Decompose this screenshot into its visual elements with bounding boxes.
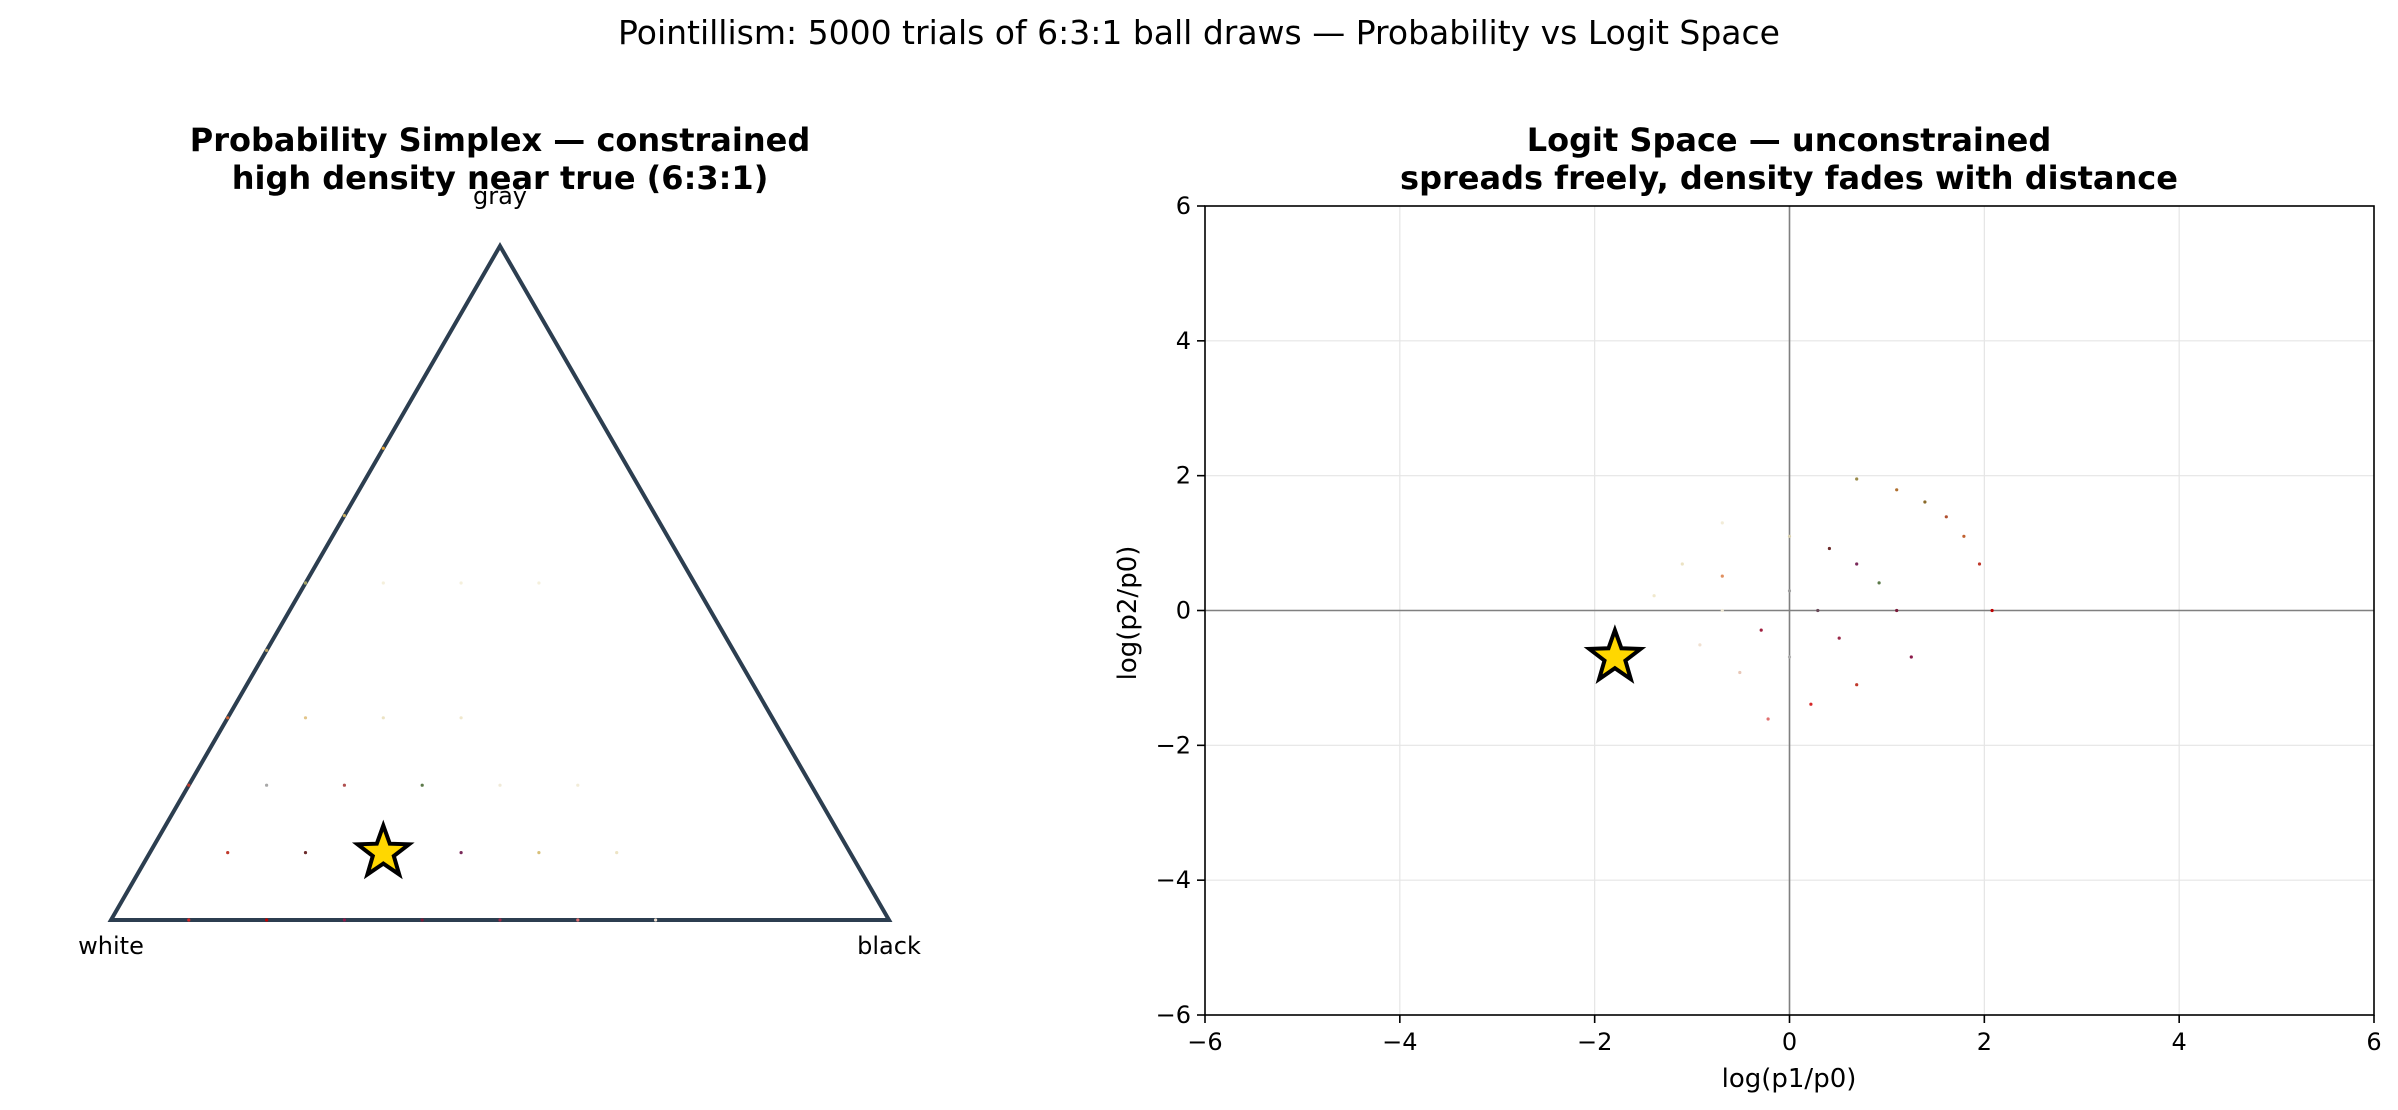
- logit-point-6: [1990, 608, 1994, 613]
- simplex-point-16: [537, 851, 541, 855]
- logit-point-2: [1923, 500, 1927, 504]
- figure-suptitle: Pointillism: 5000 trials of 6:3:1 ball d…: [618, 13, 1780, 52]
- probability-simplex-panel: Probability Simplex — constrained gray h…: [78, 121, 921, 960]
- logit-point-11: [1895, 608, 1899, 613]
- simplex-point-11: [576, 783, 580, 787]
- simplex-point-8: [342, 783, 346, 787]
- logit-xtick-label-2: −2: [1577, 1028, 1612, 1056]
- simplex-point-24: [654, 918, 658, 922]
- logit-title-line-1: Logit Space — unconstrained: [1527, 121, 2052, 159]
- simplex-title-line-1: Probability Simplex — constrained: [190, 121, 811, 159]
- logit-x-axis-label: log(p1/p0): [1722, 1064, 1857, 1094]
- logit-point-4: [1962, 534, 1966, 538]
- simplex-point-19: [265, 918, 269, 922]
- logit-point-16: [1837, 636, 1841, 640]
- simplex-true-point-star: [351, 819, 415, 880]
- logit-point-8: [1827, 546, 1831, 551]
- logit-point-17: [1855, 683, 1859, 687]
- simplex-point-7: [265, 783, 269, 787]
- logit-point-21: [1766, 717, 1770, 721]
- logit-point-14: [1787, 589, 1792, 593]
- logit-y-axis-label: log(p2/p0): [1113, 546, 1143, 681]
- simplex-point-6: [459, 716, 463, 720]
- simplex-vertex-label-gray: gray: [473, 182, 527, 210]
- logit-space-panel: Logit Space — unconstrained spreads free…: [1113, 121, 2382, 1094]
- simplex-point-2: [459, 581, 463, 585]
- simplex-point-10: [498, 783, 502, 787]
- logit-point-24: [1652, 594, 1656, 598]
- simplex-point-9: [420, 783, 424, 787]
- logit-point-27: [1720, 608, 1724, 613]
- simplex-point-23: [576, 918, 580, 922]
- logit-point-12: [1909, 655, 1913, 659]
- simplex-point-21: [420, 918, 424, 922]
- logit-ytick-label-6: 6: [1176, 192, 1191, 220]
- logit-ticks: −6 −4 −2 0 2 4 6 −6 −4 −2 0 2 4 6: [1156, 192, 2382, 1056]
- simplex-point-22: [498, 918, 502, 922]
- logit-point-9: [1855, 562, 1859, 566]
- simplex-point-29: [342, 514, 346, 518]
- logit-point-10: [1877, 581, 1881, 585]
- simplex-point-27: [265, 648, 269, 653]
- simplex-point-18: [187, 918, 191, 922]
- simplex-point-5: [381, 716, 385, 720]
- logit-true-point-star: [1583, 624, 1647, 684]
- logit-ytick-label-0: −6: [1156, 1001, 1191, 1029]
- logit-xtick-label-5: 4: [2172, 1028, 2187, 1056]
- simplex-point-13: [303, 851, 308, 855]
- logit-point-13: [1720, 574, 1724, 578]
- logit-xtick-label-0: −6: [1187, 1028, 1222, 1056]
- simplex-vertex-label-black: black: [857, 932, 921, 960]
- logit-point-5: [1977, 562, 1982, 566]
- logit-xtick-label-3: 0: [1782, 1028, 1797, 1056]
- logit-ytick-label-2: −2: [1156, 731, 1191, 759]
- logit-zero-lines: [1205, 206, 2374, 1015]
- logit-ytick-label-1: −4: [1156, 866, 1191, 894]
- logit-point-19: [1787, 655, 1792, 659]
- simplex-point-26: [226, 716, 230, 720]
- logit-xtick-label-4: 2: [1977, 1028, 1992, 1056]
- simplex-point-4: [303, 716, 308, 720]
- simplex-point-25: [187, 783, 191, 787]
- logit-point-22: [1738, 670, 1742, 675]
- simplex-point-1: [381, 581, 385, 585]
- logit-ytick-label-3: 0: [1176, 597, 1191, 625]
- simplex-point-12: [226, 851, 230, 855]
- logit-point-23: [1680, 562, 1684, 566]
- simplex-title-line-2: high density near true (6:3:1): [232, 159, 769, 197]
- logit-point-25: [1698, 643, 1702, 647]
- logit-point-7: [1787, 534, 1792, 538]
- simplex-vertex-label-white: white: [78, 932, 144, 960]
- logit-point-15: [1816, 608, 1820, 613]
- logit-xtick-label-6: 6: [2366, 1028, 2381, 1056]
- logit-point-1: [1895, 488, 1899, 492]
- logit-title-line-2: spreads freely, density fades with dista…: [1400, 159, 2178, 197]
- logit-point-18: [1759, 628, 1763, 632]
- logit-point-3: [1944, 515, 1948, 519]
- simplex-point-30: [381, 446, 385, 450]
- simplex-point-17: [615, 851, 619, 855]
- logit-points: [1652, 477, 1994, 721]
- simplex-point-20: [342, 918, 346, 922]
- logit-ytick-label-5: 4: [1176, 327, 1191, 355]
- logit-point-20: [1809, 702, 1813, 706]
- logit-point-0: [1855, 477, 1859, 481]
- logit-ytick-label-4: 2: [1176, 462, 1191, 490]
- logit-point-26: [1720, 521, 1724, 525]
- simplex-point-15: [459, 851, 463, 855]
- simplex-point-28: [303, 581, 308, 585]
- logit-xtick-label-1: −4: [1382, 1028, 1417, 1056]
- simplex-point-3: [537, 581, 541, 585]
